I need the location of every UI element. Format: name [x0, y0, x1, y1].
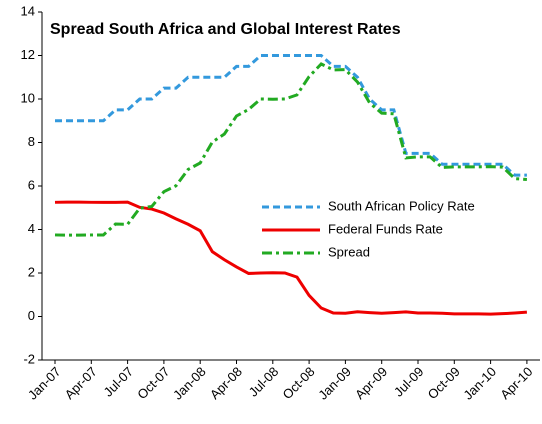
x-tick-label: Jul-07 — [100, 364, 136, 400]
x-tick-label: Jan-10 — [460, 364, 499, 403]
chart-title: Spread South Africa and Global Interest … — [50, 21, 401, 38]
y-tick-label: 4 — [28, 221, 35, 236]
x-tick-label: Apr-09 — [352, 364, 390, 402]
series-line — [54, 62, 528, 237]
y-tick-label: 0 — [28, 308, 35, 323]
x-tick-label: Oct-08 — [279, 364, 317, 402]
x-tick-label: Jul-08 — [246, 364, 282, 400]
legend-label: Federal Funds Rate — [328, 221, 443, 236]
x-tick-label: Apr-07 — [62, 364, 100, 402]
y-tick-label: -2 — [23, 351, 35, 366]
x-tick-label: Jan-08 — [170, 364, 209, 403]
x-tick-label: Jul-09 — [391, 364, 427, 400]
x-tick-label: Oct-09 — [425, 364, 463, 402]
x-tick-label: Oct-07 — [134, 364, 172, 402]
x-tick-label: Apr-10 — [497, 364, 535, 402]
y-tick-label: 10 — [21, 90, 35, 105]
legend-label: South African Policy Rate — [328, 198, 475, 213]
legend-label: Spread — [328, 244, 370, 259]
y-tick-label: 2 — [28, 264, 35, 279]
x-tick-label: Jan-07 — [25, 364, 64, 403]
y-tick-label: 12 — [21, 47, 35, 62]
x-tick-label: Jan-09 — [315, 364, 354, 403]
x-tick-label: Apr-08 — [207, 364, 245, 402]
y-tick-label: 6 — [28, 177, 35, 192]
series-line — [54, 200, 528, 316]
series-line — [55, 54, 527, 177]
y-tick-label: 8 — [28, 134, 35, 149]
y-tick-label: 14 — [21, 3, 35, 18]
